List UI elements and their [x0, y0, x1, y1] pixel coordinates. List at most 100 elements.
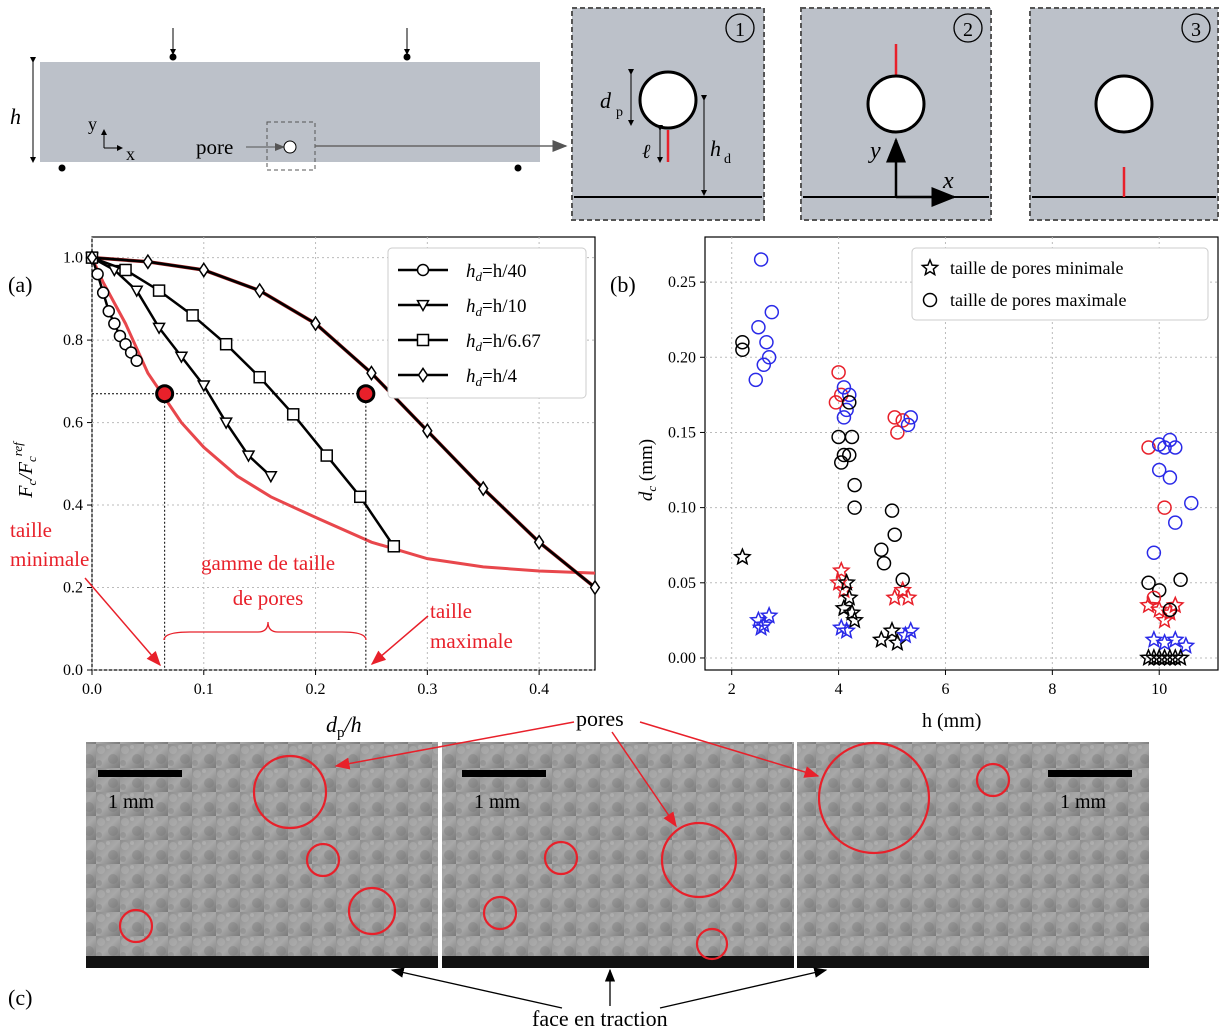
x-tick-label: 4	[835, 681, 843, 698]
panel-a-chart: (a) 0.0 0.1 0.2 0.3 0.4 0.0 0.2 0.4 0.6 0.8 1.0 hd…	[8, 236, 601, 741]
data-point	[842, 387, 857, 403]
panel-b-frame	[704, 236, 1219, 671]
data-point	[320, 449, 333, 462]
data-point	[735, 342, 750, 358]
panel-b-chart: (b) 2 4 6 8 10 0.00 0.05 0.10 0.15 0.20 0.25 taill…	[610, 236, 1219, 732]
y-tick-label: 1.0	[63, 250, 83, 267]
data-point	[533, 534, 545, 551]
dp-label: d	[600, 88, 612, 113]
data-point	[1151, 462, 1167, 478]
panel-a-label: (a)	[8, 272, 32, 297]
panel-number-2: 2	[963, 19, 973, 41]
data-point	[589, 579, 601, 596]
data-point	[1141, 440, 1156, 455]
data-point	[842, 395, 857, 410]
panel-a-legend: hd=h/40 hd=h/10 hd=h/6.67 hd=h/4	[387, 247, 587, 399]
legend-label: taille de pores maximale	[950, 290, 1126, 310]
annot-max-arrow	[370, 615, 429, 665]
y-tick-label: 0.15	[668, 424, 696, 441]
face-label: face en traction	[532, 1006, 668, 1031]
data-point	[198, 262, 210, 278]
data-point	[130, 354, 143, 367]
data-point	[845, 610, 865, 629]
data-point	[1146, 590, 1162, 606]
data-point	[102, 304, 116, 318]
data-point	[831, 365, 846, 380]
legend-marker	[416, 263, 430, 277]
series-line	[91, 256, 596, 589]
min-size-point	[155, 384, 175, 404]
annot-range-line1: gamme de taille	[201, 551, 335, 575]
data-point	[186, 309, 199, 322]
data-point	[1176, 635, 1196, 654]
scalebar-3	[1048, 770, 1132, 777]
data-point	[893, 580, 913, 599]
data-point	[1165, 648, 1185, 666]
photo-1-edge	[86, 956, 438, 968]
data-point	[732, 547, 752, 566]
y-tick-label: 0.6	[63, 415, 83, 432]
data-point	[1157, 440, 1172, 455]
data-point	[842, 447, 857, 463]
data-point	[1151, 583, 1167, 598]
panel-number-1: 1	[735, 19, 745, 41]
data-point	[764, 304, 780, 320]
legend-marker	[922, 292, 938, 308]
data-point	[1168, 515, 1183, 530]
panel-a-ylabel: Fc/Fcref	[10, 440, 39, 499]
pore-circle	[347, 886, 397, 936]
data-point	[253, 370, 266, 384]
data-point	[1155, 610, 1175, 629]
panel-c-photos: 1 mm 1 mm 1 mm pores (c) face en tractio…	[8, 706, 1149, 1031]
data-point	[1184, 495, 1199, 511]
data-point	[748, 372, 764, 388]
data-point	[1149, 599, 1169, 618]
x-tick-label: 0.4	[529, 681, 549, 698]
data-point	[219, 337, 233, 351]
data-point	[751, 617, 771, 636]
photo-3-edge	[797, 956, 1149, 968]
x-tick-label: 8	[1048, 681, 1056, 698]
y-tick-label: 0.8	[63, 332, 83, 349]
annot-range-brace	[163, 621, 367, 641]
y-tick-label: 0.00	[668, 650, 696, 667]
data-point	[1146, 545, 1162, 560]
data-point	[842, 602, 862, 621]
data-point	[895, 413, 910, 428]
data-point	[885, 587, 905, 606]
data-point	[836, 410, 852, 425]
legend-marker	[416, 299, 430, 313]
face-arrow-1	[390, 967, 563, 1009]
data-point	[1141, 575, 1156, 591]
data-point	[1162, 470, 1178, 485]
x-tick-label: 10	[1151, 681, 1167, 698]
data-point	[1162, 432, 1178, 448]
data-point	[836, 447, 852, 463]
data-point	[1173, 572, 1188, 588]
data-point	[887, 527, 902, 542]
h-label: h	[10, 104, 21, 129]
data-point	[759, 605, 779, 624]
data-point	[754, 614, 774, 633]
legend-label: hd=h/10	[466, 296, 527, 319]
y-tick-label: 0.25	[668, 274, 696, 291]
data-point	[152, 322, 166, 335]
data-point	[898, 587, 918, 606]
y-axis-label: y	[88, 114, 97, 134]
data-point	[264, 471, 278, 484]
hd-sub: d	[724, 152, 731, 167]
data-point	[900, 417, 916, 433]
data-point	[751, 319, 766, 335]
annot-min-line2: minimale	[10, 547, 89, 571]
annot-max-line2: maximale	[430, 629, 513, 653]
data-point	[895, 572, 910, 588]
schematic: h y x pore d p ℓ h d 1	[10, 7, 1219, 221]
pore-label: pore	[196, 135, 233, 159]
data-point	[882, 620, 902, 639]
data-point	[761, 350, 777, 365]
data-point	[174, 351, 189, 364]
scalebar-label-2: 1 mm	[474, 791, 521, 813]
data-point	[1165, 629, 1185, 648]
l-label: ℓ	[642, 141, 651, 163]
data-point	[839, 587, 859, 606]
